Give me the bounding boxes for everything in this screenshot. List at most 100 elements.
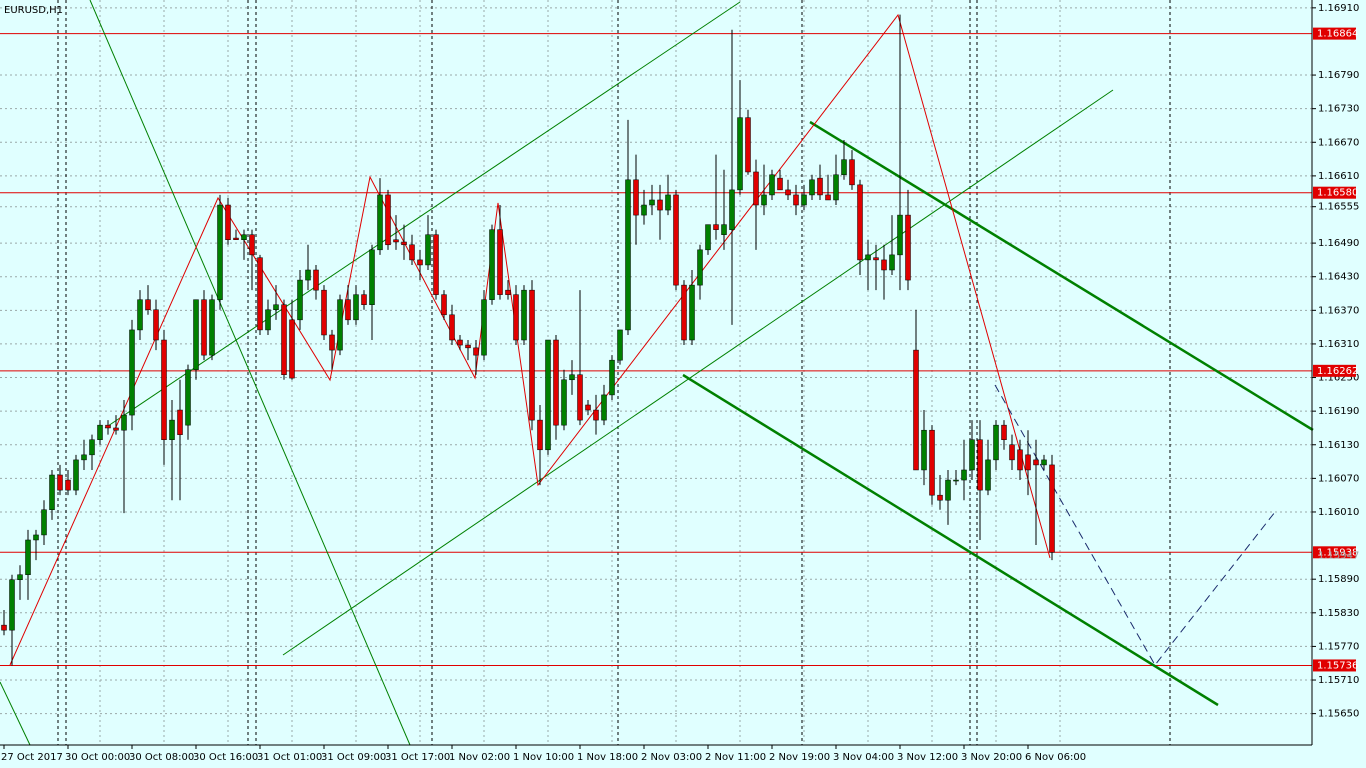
candle-body	[809, 179, 815, 196]
candle-body	[857, 184, 863, 261]
candle-body	[473, 347, 479, 356]
candle-body	[337, 299, 343, 351]
x-tick-label: 2 Nov 03:00	[641, 752, 702, 763]
candle-body	[801, 194, 807, 206]
candle-body	[609, 359, 615, 396]
candle-body	[1009, 444, 1015, 461]
candle-body	[713, 224, 719, 230]
candle-body	[33, 534, 39, 541]
candle-body	[81, 454, 87, 461]
candle-body	[425, 234, 431, 266]
candle-body	[873, 257, 879, 261]
x-tick-label: 1 Nov 18:00	[577, 752, 638, 763]
candle-body	[921, 429, 927, 471]
candle-body	[433, 234, 439, 295]
x-tick-label: 2 Nov 19:00	[769, 752, 830, 763]
x-tick-label: 1 Nov 02:00	[449, 752, 510, 763]
y-tick-label: 1.15890	[1318, 574, 1359, 585]
candle-body	[73, 459, 79, 491]
candle-body	[25, 539, 31, 575]
candle-body	[393, 239, 399, 243]
candle-body	[201, 299, 207, 356]
trend-line	[89, 0, 411, 746]
y-tick-label: 1.16310	[1318, 339, 1359, 350]
candle-body	[793, 194, 799, 206]
candle-body	[969, 439, 975, 471]
channel-line	[809, 120, 1314, 432]
candle-body	[569, 374, 575, 381]
x-tick-label: 3 Nov 20:00	[961, 752, 1022, 763]
y-tick-label: 1.15650	[1318, 709, 1359, 720]
candle-body	[849, 159, 855, 186]
level-label: 1.16262	[1317, 366, 1358, 377]
candle-body	[17, 574, 23, 581]
candle-body	[305, 269, 311, 281]
zigzag	[9, 13, 1051, 666]
trend-line	[0, 681, 31, 746]
y-tick-label: 1.16190	[1318, 406, 1359, 417]
candle-body	[417, 259, 423, 266]
candle-body	[329, 334, 335, 351]
candle-body	[97, 424, 103, 440]
candle-body	[617, 329, 623, 361]
candle-body	[953, 479, 959, 482]
ask-label: 1.15947	[1318, 550, 1359, 561]
y-tick-label: 1.15830	[1318, 608, 1359, 619]
y-tick-label: 1.16790	[1318, 70, 1359, 81]
candle-body	[377, 194, 383, 251]
y-tick-label: 1.16250	[1318, 373, 1359, 384]
candle-body	[505, 289, 511, 295]
drawn-objects	[0, 0, 1314, 746]
level-label: 1.16864	[1317, 29, 1358, 40]
candle-body	[761, 194, 767, 206]
y-tick-label: 1.16370	[1318, 305, 1359, 316]
y-tick-label: 1.16670	[1318, 137, 1359, 148]
x-tick-label: 3 Nov 04:00	[833, 752, 894, 763]
chart-title: EURUSD,H1	[4, 5, 63, 16]
y-tick-label: 1.16610	[1318, 171, 1359, 182]
candle-body	[57, 474, 63, 491]
grid	[0, 0, 1312, 745]
y-tick-label: 1.16070	[1318, 473, 1359, 484]
channel-line	[104, 1, 741, 429]
candle-body	[1025, 454, 1031, 471]
candle-body	[385, 194, 391, 246]
candle-body	[785, 189, 791, 196]
candle-body	[825, 194, 831, 201]
candle-body	[105, 424, 111, 429]
candle-body	[441, 294, 447, 316]
candles	[1, 14, 1055, 666]
x-tick-label: 2 Nov 11:00	[705, 752, 766, 763]
candle-body	[961, 469, 967, 481]
candle-body	[257, 257, 263, 331]
channel-line	[682, 373, 1219, 707]
candle-body	[217, 204, 223, 300]
x-tick-label: 31 Oct 17:00	[385, 752, 450, 763]
candle-body	[777, 177, 783, 191]
candle-body	[745, 117, 751, 173]
candle-body	[897, 214, 903, 256]
candle-body	[913, 349, 919, 471]
candle-body	[1049, 464, 1055, 553]
candle-body	[497, 229, 503, 295]
candle-body	[625, 179, 631, 331]
x-tick-label: 30 Oct 00:00	[65, 752, 130, 763]
candle-body	[89, 439, 95, 456]
candle-body	[49, 474, 55, 510]
candle-body	[321, 289, 327, 336]
candle-body	[1017, 449, 1023, 471]
candle-body	[137, 299, 143, 331]
candle-body	[281, 304, 287, 375]
candle-body	[345, 299, 351, 321]
candle-body	[537, 419, 543, 451]
candle-body	[153, 309, 159, 341]
levels	[0, 33, 1312, 666]
level-label: 1.15736	[1317, 660, 1358, 671]
candle-body	[905, 214, 911, 281]
candle-body	[881, 259, 887, 271]
candle-body	[769, 174, 775, 196]
candle-body	[369, 249, 375, 305]
level-label: 1.15938	[1317, 547, 1358, 558]
